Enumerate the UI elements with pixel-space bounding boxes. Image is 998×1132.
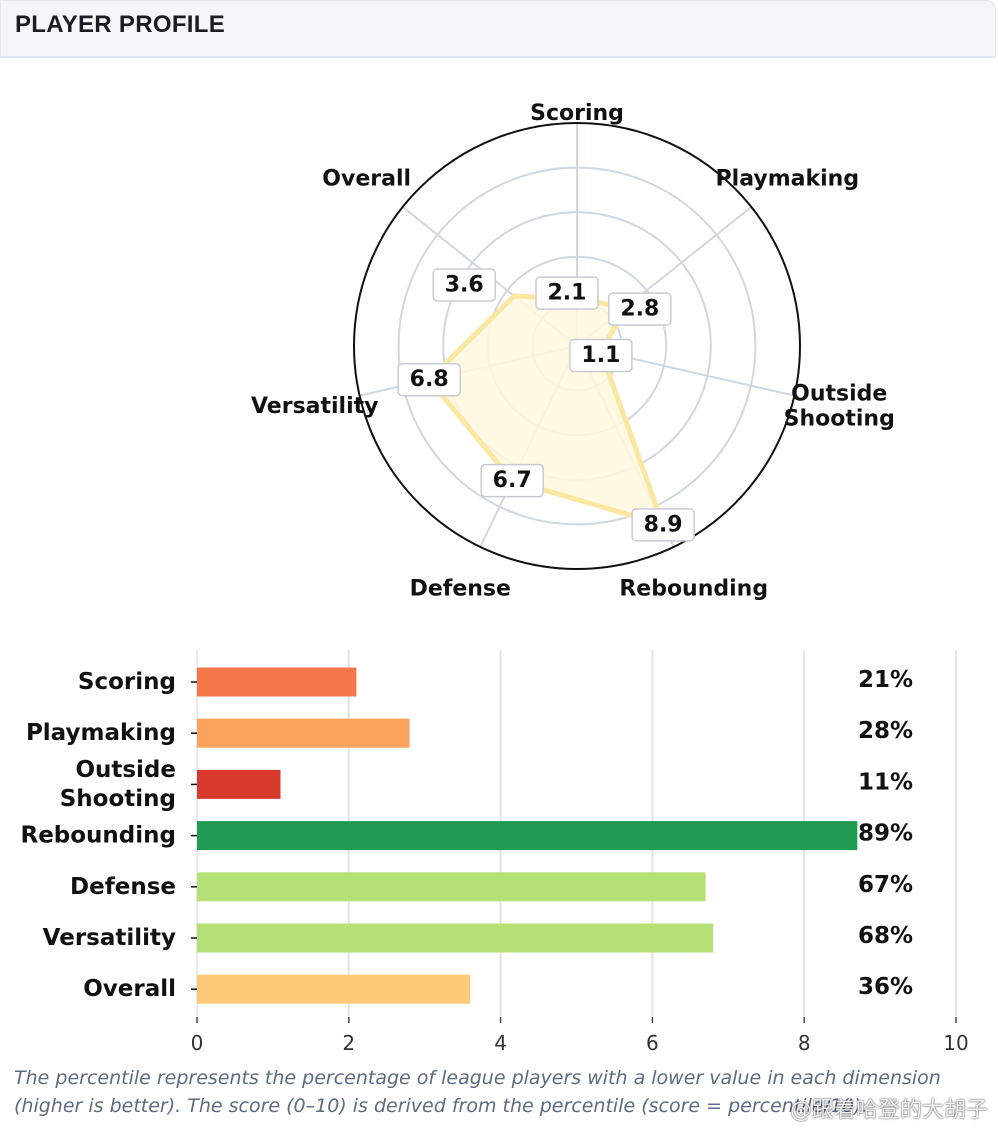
radar-axis-label-playmaking: Playmaking <box>716 166 860 191</box>
footnote: The percentile represents the percentage… <box>14 1067 941 1117</box>
radar-axis-label-versatility: Versatility <box>251 393 379 418</box>
bar-rebounding <box>197 821 858 851</box>
svg-text:1.1: 1.1 <box>581 343 620 368</box>
bar-scoring <box>197 667 357 697</box>
radar-value-label-playmaking: 2.8 <box>608 292 672 326</box>
bar-percentile-outside-shooting: 11% <box>858 769 913 795</box>
radar-axis-label-scoring: Scoring <box>530 101 624 126</box>
watermark: @跟着哈登的大胡子 <box>789 1098 988 1123</box>
svg-text:6.8: 6.8 <box>410 367 449 392</box>
bar-outside-shooting <box>197 769 281 799</box>
bar-xtick-label-0: 0 <box>191 1031 204 1055</box>
bar-percentile-defense: 67% <box>858 872 913 898</box>
bar-category-label-versatility: Versatility <box>43 925 176 951</box>
bar-defense <box>197 872 706 902</box>
bar-chart: Scoring Playmaking Outside Shooting Reboundi… <box>20 650 969 1055</box>
bar-percentile-scoring: 21% <box>858 667 913 693</box>
radar-outer-ring <box>353 122 801 570</box>
svg-text:8.9: 8.9 <box>644 512 683 537</box>
radar-axis-label-defense: Defense <box>410 576 511 601</box>
bar-overall <box>197 974 471 1004</box>
bar-percentile-overall: 36% <box>858 974 913 1000</box>
radar-axis-label-overall: Overall <box>322 166 411 191</box>
bar-category-labels: Scoring Playmaking Outside Shooting Reboundi… <box>20 669 197 1002</box>
bar-category-label-overall: Overall <box>83 976 176 1002</box>
bar-category-label-outside-shooting: Outside Shooting <box>60 757 176 812</box>
bar-versatility <box>197 923 714 953</box>
bar-category-label-scoring: Scoring <box>78 669 176 695</box>
bar-percentile-playmaking: 28% <box>858 718 913 744</box>
bar-playmaking <box>197 718 410 748</box>
bar-xtick-label-10: 10 <box>943 1031 968 1055</box>
radar-value-label-overall: 3.6 <box>432 268 496 302</box>
radar-value-label-versatility: 6.8 <box>397 362 461 397</box>
svg-text:2.8: 2.8 <box>620 297 659 322</box>
bar-xtick-label-6: 6 <box>646 1031 659 1055</box>
radar-axis-label-outside-shooting: Outside Shooting <box>784 381 895 431</box>
radar-chart: Scoring Playmaking Outside Shooting Reboundi… <box>251 101 895 601</box>
svg-text:3.6: 3.6 <box>445 272 484 297</box>
radar-axis-labels: Scoring Playmaking Outside Shooting Reboundi… <box>251 101 895 601</box>
bar-x-axis: 0 2 4 6 8 10 <box>191 1017 969 1055</box>
radar-value-label-scoring: 2.1 <box>535 276 599 310</box>
bar-xtick-label-8: 8 <box>798 1031 811 1055</box>
bar-xtick-label-4: 4 <box>494 1031 507 1055</box>
bar-series <box>197 667 858 1004</box>
bar-category-label-defense: Defense <box>70 874 176 900</box>
bar-category-label-playmaking: Playmaking <box>26 720 176 746</box>
bar-percentile-versatility: 68% <box>858 923 913 949</box>
svg-text:6.7: 6.7 <box>493 468 532 493</box>
radar-value-label-defense: 6.7 <box>480 463 544 498</box>
radar-value-labels: 2.1 2.81.1 8.9 6.7 6.8 3.6 <box>397 268 695 542</box>
radar-axis-label-rebounding: Rebounding <box>619 576 768 601</box>
panel-title: PLAYER PROFILE <box>15 11 226 38</box>
radar-value-label-rebounding: 8.9 <box>631 508 695 542</box>
radar-value-label-outside-shooting: 1.1 <box>569 338 633 373</box>
panel-header: PLAYER PROFILE <box>0 0 996 58</box>
bar-category-label-rebounding: Rebounding <box>20 823 176 849</box>
svg-text:2.1: 2.1 <box>548 281 587 306</box>
bar-percentile-labels: 21% 28% 11% 89% 67% 68% 36% <box>858 667 913 1000</box>
bar-percentile-rebounding: 89% <box>858 821 913 847</box>
bar-xtick-label-2: 2 <box>342 1031 355 1055</box>
radar-series-polygon <box>426 293 666 528</box>
